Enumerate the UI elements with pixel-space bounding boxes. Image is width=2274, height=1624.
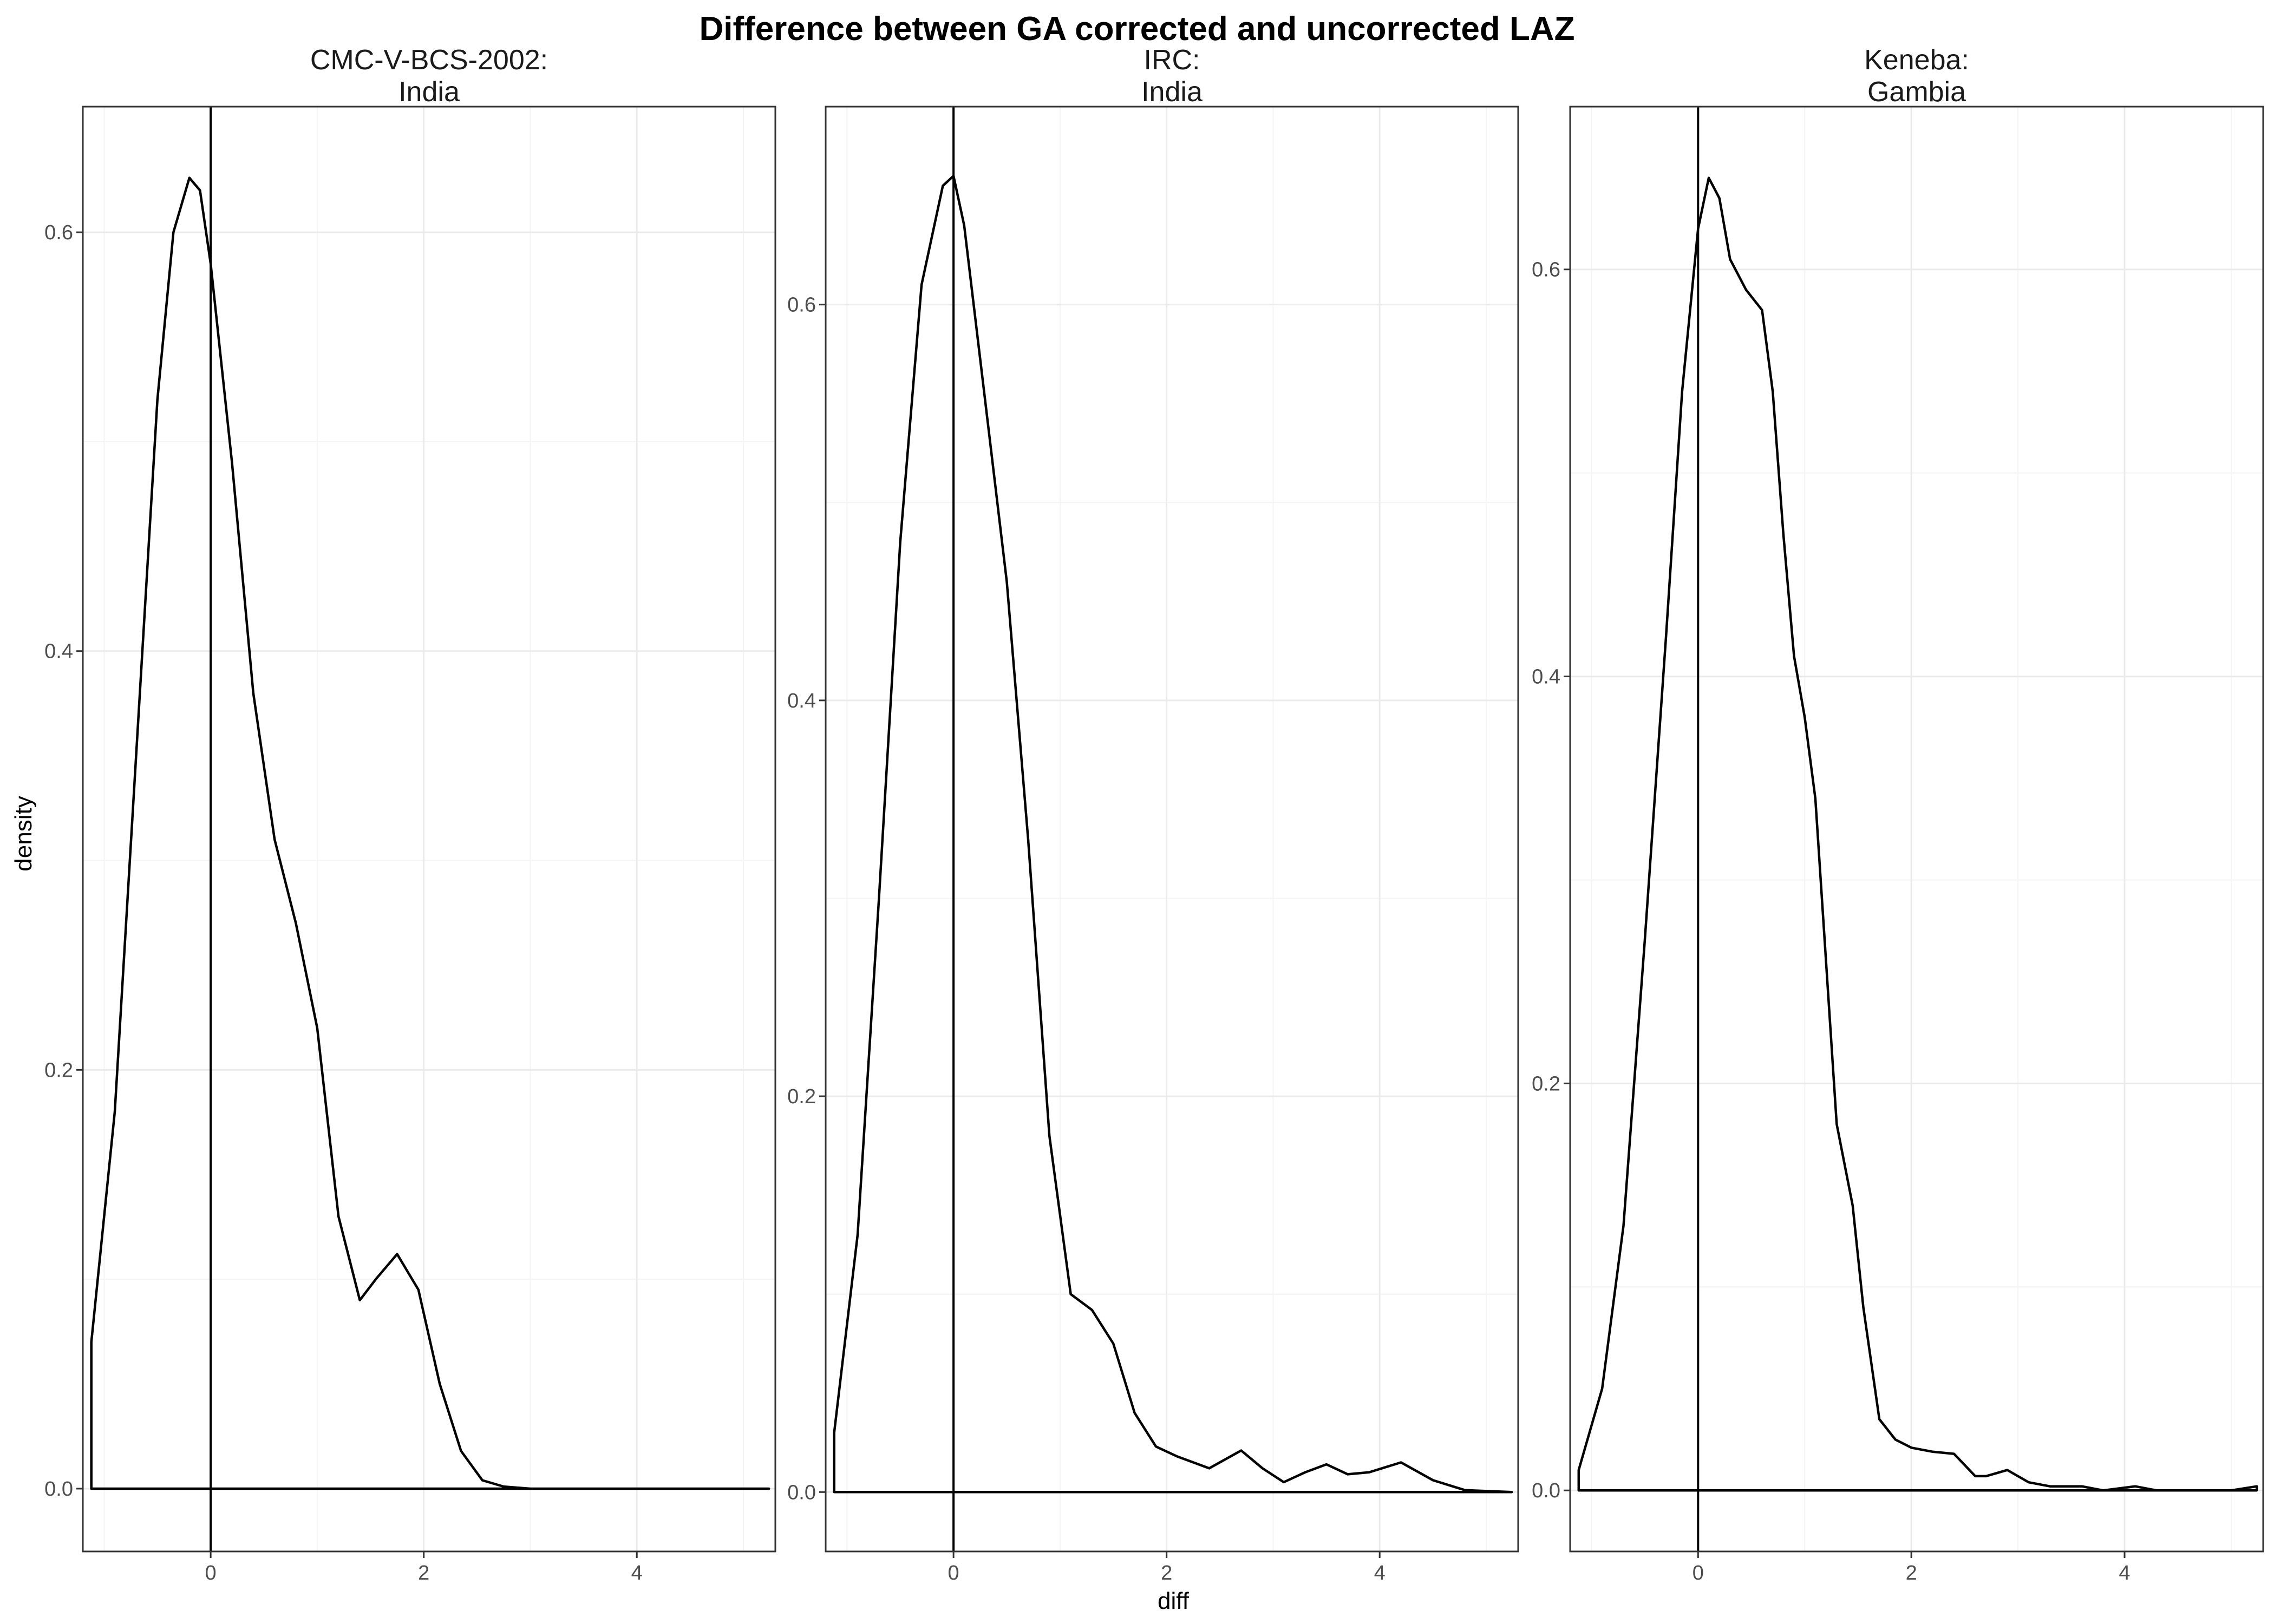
density-curve [90, 176, 770, 1490]
panel-border [1569, 106, 2264, 1553]
y-tick-label: 0.2 [787, 1085, 816, 1108]
strip-label-line2: Gambia [1867, 76, 1966, 108]
y-tick-label: 0.0 [44, 1478, 73, 1501]
y-tick-label: 0.2 [44, 1059, 73, 1082]
strip-label-line2: India [1141, 76, 1203, 108]
x-tick-label: 2 [418, 1562, 429, 1584]
panel-1: CMC-V-BCS-2002:India 0.0 0.2 0.4 0.6 0 2 4 [44, 44, 776, 1584]
panel-border [825, 106, 1519, 1553]
x-axis-title: diff [1158, 1588, 1190, 1614]
strip-label-line1: IRC: [1144, 44, 1200, 76]
y-tick-label: 0.0 [787, 1481, 816, 1504]
panel-border [82, 106, 776, 1553]
y-tick-label: 0.4 [44, 640, 73, 663]
y-tick-label: 0.6 [1532, 259, 1560, 281]
y-tick-label: 0.4 [787, 690, 816, 712]
y-tick-label: 0.0 [1532, 1479, 1560, 1502]
y-tick-label: 0.6 [787, 294, 816, 317]
y-tick-label: 0.6 [44, 221, 73, 244]
panel-3: Keneba:Gambia 0.0 0.2 0.4 0.6 0 2 4 [1532, 44, 2264, 1584]
strip-label-line1: CMC-V-BCS-2002: [310, 44, 548, 76]
x-tick-label: 0 [948, 1562, 959, 1584]
strip-label-line1: Keneba: [1864, 44, 1969, 76]
y-axis-title: density [10, 796, 37, 871]
y-tick-label: 0.2 [1532, 1072, 1560, 1095]
panel-2: IRC:India 0.0 0.2 0.4 0.6 0 2 4 [787, 44, 1519, 1584]
chart-title: Difference between GA corrected and unco… [700, 10, 1575, 48]
x-tick-label: 4 [1374, 1562, 1386, 1584]
x-tick-label: 4 [2119, 1562, 2130, 1584]
strip-label-line2: India [398, 76, 460, 108]
y-tick-label: 0.4 [1532, 666, 1560, 689]
x-tick-label: 2 [1906, 1562, 1917, 1584]
density-curve [1577, 176, 2258, 1492]
x-tick-label: 0 [205, 1562, 217, 1584]
x-tick-label: 2 [1161, 1562, 1172, 1584]
x-tick-label: 0 [1693, 1562, 1704, 1584]
density-curve [833, 174, 1513, 1494]
x-tick-label: 4 [631, 1562, 643, 1584]
